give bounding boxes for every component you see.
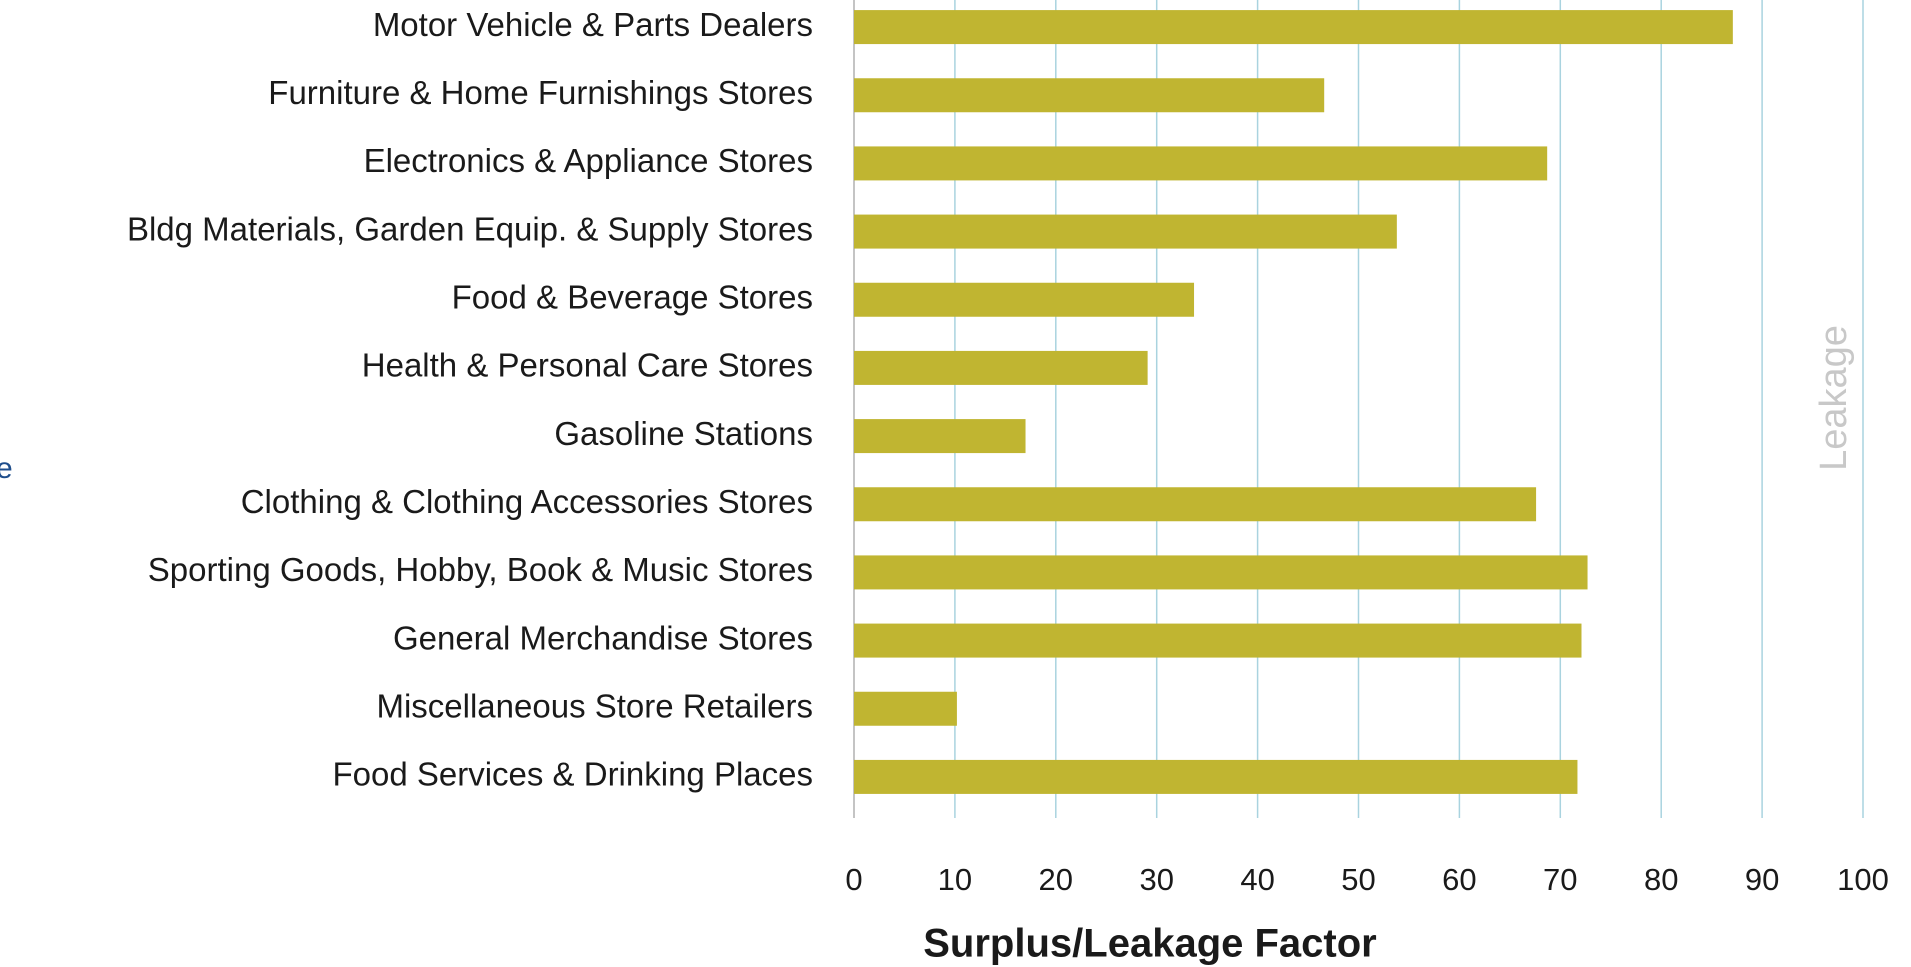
x-tick-label: 100 (1837, 862, 1889, 897)
y-tick-label: Bldg Materials, Garden Equip. & Supply S… (127, 210, 813, 247)
x-tick-label: 0 (845, 862, 862, 897)
annotation: Leakage (1813, 325, 1855, 471)
y-tick-label: Furniture & Home Furnishings Stores (268, 74, 813, 111)
bar (854, 214, 1397, 249)
y-tick-label: Miscellaneous Store Retailers (376, 687, 813, 724)
x-tick-label: 70 (1543, 862, 1577, 897)
edge-fragment: e (0, 452, 13, 485)
bar (854, 691, 957, 726)
bar (854, 282, 1195, 317)
y-tick-label: Clothing & Clothing Accessories Stores (241, 483, 813, 520)
y-tick-label: Food Services & Drinking Places (332, 756, 813, 793)
x-tick-label: 80 (1644, 862, 1678, 897)
x-tick-label: 10 (938, 862, 972, 897)
y-tick-label: Gasoline Stations (554, 415, 813, 452)
y-tick-label: Electronics & Appliance Stores (364, 142, 813, 179)
x-axis-title: Surplus/Leakage Factor (923, 922, 1376, 966)
y-tick-label: Food & Beverage Stores (452, 278, 813, 315)
bar (854, 419, 1026, 454)
bar (854, 10, 1733, 45)
x-tick-label: 40 (1240, 862, 1274, 897)
bar (854, 623, 1582, 658)
y-tick-label: Sporting Goods, Hobby, Book & Music Stor… (148, 551, 813, 588)
y-tick-label: Health & Personal Care Stores (362, 347, 813, 384)
bar (854, 78, 1325, 113)
bar (854, 759, 1578, 794)
x-tick-label: 20 (1039, 862, 1073, 897)
x-tick-label: 90 (1745, 862, 1779, 897)
y-tick-label: Motor Vehicle & Parts Dealers (373, 6, 813, 43)
bar (854, 350, 1148, 385)
x-tick-label: 50 (1341, 862, 1375, 897)
y-tick-label: General Merchandise Stores (393, 619, 813, 656)
x-tick-label: 30 (1139, 862, 1173, 897)
bar (854, 146, 1548, 181)
bar (854, 555, 1588, 590)
bar (854, 487, 1537, 522)
x-tick-label: 60 (1442, 862, 1476, 897)
